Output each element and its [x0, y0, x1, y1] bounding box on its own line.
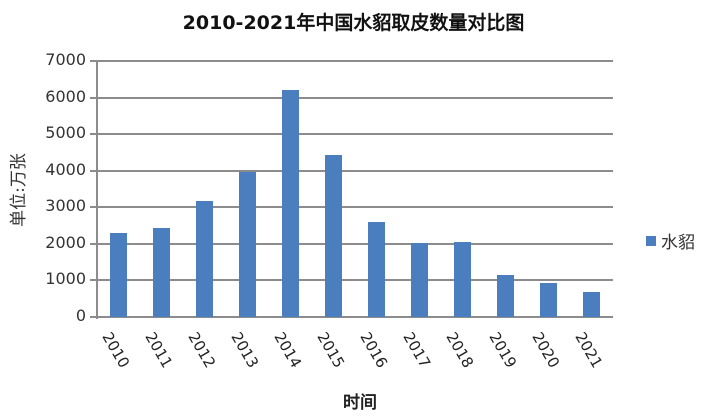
x-tick-label: 2010 — [97, 329, 133, 372]
y-tick — [90, 169, 96, 172]
y-tick — [90, 96, 96, 99]
x-axis-label: 时间 — [343, 393, 377, 413]
y-tick — [90, 279, 96, 282]
y-tick — [90, 206, 96, 209]
y-axis-line — [96, 61, 98, 319]
bar-2020 — [540, 283, 558, 317]
bar-2012 — [195, 200, 213, 317]
x-tick-label: 2013 — [227, 329, 262, 372]
plot-area: 0 1000 2000 3000 4000 5000 6000 7000 2010 2011 201… — [45, 50, 613, 371]
x-tick-label: 2011 — [141, 329, 176, 372]
y-tick-label: 3000 — [45, 196, 86, 216]
y-tick-label: 4000 — [45, 159, 86, 179]
y-tick-label: 6000 — [45, 86, 86, 106]
y-tick — [90, 133, 96, 136]
y-tick — [90, 60, 96, 62]
bar-2010 — [109, 232, 127, 317]
gridline — [96, 279, 613, 282]
bar-2018 — [454, 241, 472, 317]
bar-2013 — [238, 171, 256, 317]
gridline — [96, 60, 613, 62]
bar-2019 — [497, 274, 515, 317]
gridline — [96, 96, 613, 99]
x-tick-label: 2020 — [528, 329, 564, 372]
x-tick-label: 2015 — [313, 329, 349, 372]
legend-label: 水貂 — [661, 233, 695, 253]
y-tick — [90, 242, 96, 245]
y-tick-label: 5000 — [45, 123, 86, 143]
x-tick-label: 2019 — [485, 329, 521, 372]
gridline — [96, 133, 613, 136]
y-tick-label: 7000 — [45, 50, 86, 69]
legend-swatch — [646, 235, 656, 246]
x-tick-label: 2017 — [399, 329, 435, 372]
bar-2011 — [152, 227, 170, 317]
gridline — [96, 242, 613, 245]
y-tick-label: 2000 — [45, 232, 86, 252]
gridline — [96, 316, 613, 318]
bar-2017 — [411, 242, 429, 317]
bar-2016 — [368, 221, 386, 317]
x-tick-label: 2014 — [270, 329, 305, 372]
y-tick-label: 1000 — [45, 269, 86, 289]
gridline — [96, 169, 613, 172]
x-tick-label: 2016 — [356, 329, 392, 372]
bar-2021 — [583, 292, 601, 317]
chart-title: 2010-2021年中国水貂取皮数量对比图 — [182, 12, 525, 34]
x-tick-label: 2021 — [571, 329, 607, 372]
gridline — [96, 206, 613, 209]
x-tick-label: 2012 — [184, 329, 219, 372]
bar-2014 — [281, 89, 299, 317]
y-tick — [90, 316, 96, 318]
y-tick-label: 0 — [75, 306, 86, 325]
x-tick-label: 2018 — [442, 329, 478, 372]
bar-2015 — [324, 154, 342, 317]
legend: 水貂 — [646, 228, 695, 253]
